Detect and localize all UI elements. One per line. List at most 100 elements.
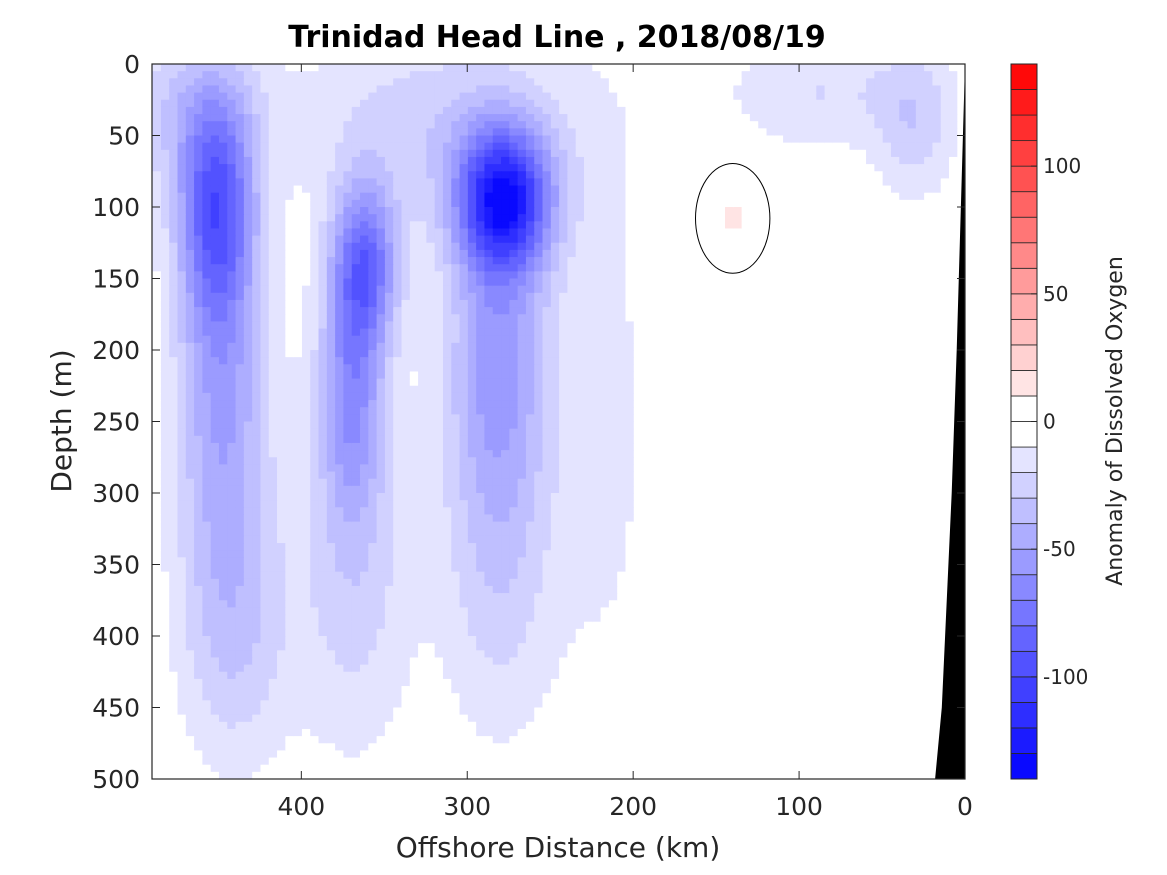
field-cell	[857, 493, 867, 501]
field-cell	[882, 657, 891, 666]
field-cell	[624, 571, 634, 580]
field-cell	[674, 235, 684, 244]
field-cell	[956, 64, 966, 72]
field-cell	[749, 457, 759, 465]
field-cell	[832, 214, 842, 222]
field-cell	[608, 707, 618, 716]
field-cell	[898, 257, 908, 265]
field-cell	[599, 643, 609, 651]
field-cell	[691, 400, 701, 408]
field-cell	[641, 678, 651, 687]
field-cell	[857, 471, 867, 480]
field-cell	[807, 278, 817, 287]
field-cell	[682, 285, 692, 294]
field-cell	[931, 457, 941, 465]
field-cell	[716, 578, 726, 587]
field-cell	[591, 85, 601, 94]
field-cell	[649, 92, 659, 101]
field-cell	[882, 507, 891, 516]
field-cell	[550, 507, 560, 516]
field-cell	[616, 335, 626, 344]
field-cell	[890, 593, 900, 601]
field-cell	[707, 207, 717, 215]
field-cell	[782, 493, 792, 501]
field-cell	[741, 299, 750, 308]
field-cell	[616, 121, 626, 129]
field-cell	[774, 750, 784, 759]
field-cell	[823, 199, 833, 208]
field-cell	[624, 178, 634, 187]
field-cell	[765, 314, 775, 322]
field-cell	[558, 128, 568, 137]
field-cell	[915, 471, 925, 480]
field-cell	[749, 335, 759, 344]
field-cell	[641, 493, 651, 501]
field-cell	[749, 485, 759, 494]
field-cell	[940, 192, 950, 201]
field-cell	[566, 693, 576, 701]
field-cell	[790, 535, 800, 544]
field-cell	[882, 514, 891, 523]
field-cell	[649, 149, 659, 158]
field-cell	[691, 721, 701, 730]
field-cell	[583, 235, 593, 244]
field-cell	[823, 442, 833, 451]
field-cell	[624, 214, 634, 222]
field-cell	[566, 178, 576, 187]
field-cell	[923, 71, 933, 79]
field-cell	[848, 528, 858, 537]
field-cell	[931, 571, 941, 580]
field-cell	[641, 671, 651, 680]
field-cell	[583, 600, 593, 608]
field-cell	[716, 507, 726, 516]
field-cell	[873, 114, 883, 122]
field-cell	[641, 750, 651, 759]
field-cell	[558, 156, 568, 165]
field-cell	[649, 714, 659, 723]
field-cell	[923, 600, 933, 608]
field-cell	[716, 357, 726, 365]
field-cell	[583, 392, 593, 401]
field-cell	[848, 342, 858, 351]
field-cell	[840, 478, 850, 487]
field-cell	[591, 500, 601, 508]
field-cell	[898, 528, 908, 537]
field-cell	[716, 364, 726, 373]
field-cell	[641, 664, 651, 673]
field-cell	[691, 371, 701, 380]
field-cell	[782, 478, 792, 487]
field-cell	[608, 435, 618, 444]
field-cell	[923, 543, 933, 551]
field-cell	[948, 271, 958, 280]
field-cell	[832, 371, 842, 380]
field-cell	[931, 328, 941, 337]
field-cell	[724, 521, 734, 530]
field-cell	[857, 757, 867, 766]
field-cell	[616, 114, 626, 122]
field-cell	[890, 364, 900, 373]
field-cell	[682, 636, 692, 644]
field-cell	[633, 357, 643, 365]
field-cell	[857, 357, 867, 365]
field-cell	[591, 271, 601, 280]
field-cell	[624, 543, 634, 551]
field-cell	[608, 600, 618, 608]
field-cell	[641, 585, 651, 594]
field-cell	[707, 628, 717, 637]
field-cell	[915, 664, 925, 673]
field-cell	[682, 721, 692, 730]
field-cell	[749, 600, 759, 608]
field-cell	[608, 78, 618, 87]
field-cell	[633, 535, 643, 544]
field-cell	[823, 750, 833, 759]
field-cell	[840, 493, 850, 501]
field-cell	[765, 450, 775, 458]
field-cell	[882, 71, 891, 79]
field-cell	[599, 71, 609, 79]
field-cell	[666, 607, 676, 616]
field-cell	[558, 114, 568, 122]
field-cell	[674, 135, 684, 144]
field-cell	[931, 128, 941, 137]
field-cell	[807, 593, 817, 601]
field-cell	[682, 450, 692, 458]
